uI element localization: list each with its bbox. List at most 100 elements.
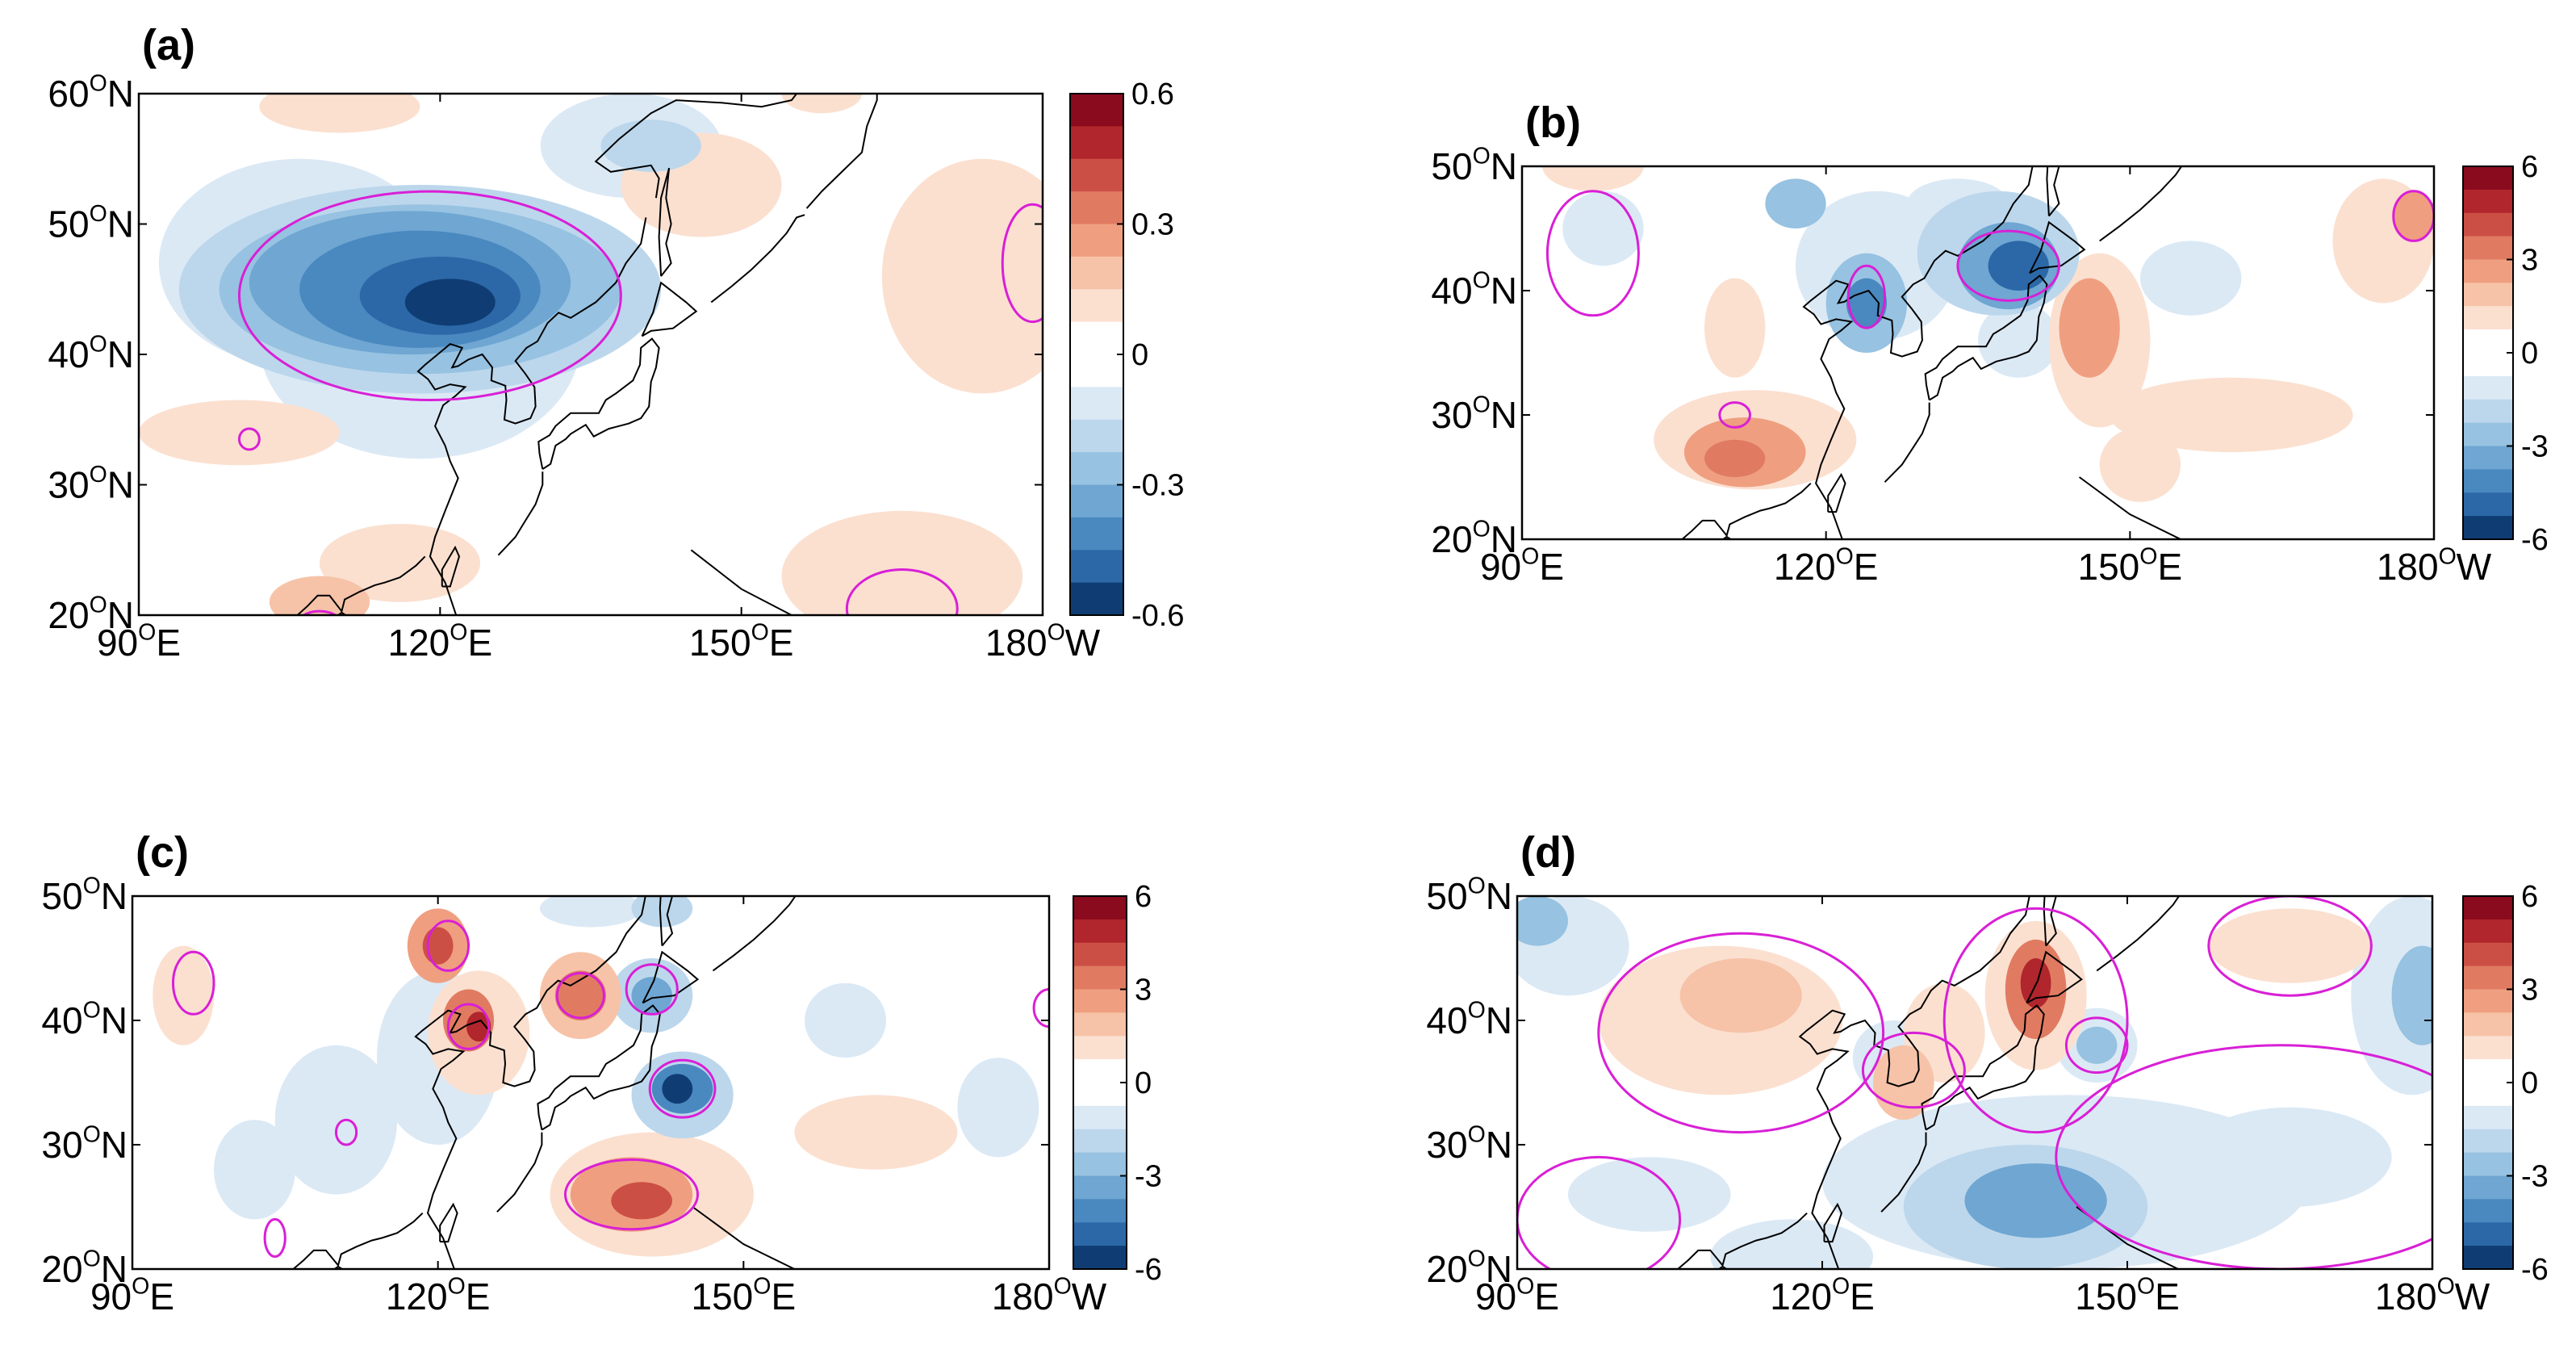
lon-tick-label: 150OE bbox=[2078, 544, 2183, 588]
colorbar-swatch bbox=[1070, 289, 1123, 323]
colorbar-swatch bbox=[2463, 212, 2513, 237]
lon-tick-label: 120OE bbox=[388, 620, 493, 664]
lat-tick-label: 40ON bbox=[48, 332, 134, 375]
colorbar-swatch bbox=[1073, 966, 1127, 991]
lon-tick-label: 120OE bbox=[1770, 1274, 1875, 1317]
negative-anomaly-shade bbox=[539, 896, 642, 928]
coastline-segment bbox=[658, 167, 672, 277]
negative-anomaly-shade bbox=[805, 982, 887, 1058]
significance-contour bbox=[302, 609, 337, 615]
positive-anomaly-shade bbox=[2059, 278, 2120, 378]
colorbar-swatch bbox=[2463, 1175, 2513, 1200]
colorbar-swatch bbox=[1073, 896, 1127, 920]
colorbar-swatch bbox=[2463, 422, 2513, 447]
map-frame bbox=[131, 894, 1051, 1271]
lat-tick-label: 50ON bbox=[1426, 873, 1512, 917]
coastline bbox=[296, 94, 878, 615]
lat-tick-label: 40ON bbox=[41, 998, 128, 1041]
colorbar-swatch bbox=[1073, 1083, 1127, 1107]
colorbar-swatch bbox=[2463, 399, 2513, 424]
colorbar-swatch bbox=[1073, 1059, 1127, 1083]
colorbar-swatch bbox=[1070, 550, 1123, 584]
significance-contour bbox=[1942, 907, 2129, 1134]
colorbar-tick-label: -0.6 bbox=[1131, 599, 1184, 633]
colorbar-swatch bbox=[2463, 283, 2513, 307]
coastline-segment bbox=[2096, 896, 2181, 972]
colorbar-tick-label: 6 bbox=[1135, 880, 1152, 914]
colorbar-swatch bbox=[2463, 469, 2513, 493]
positive-anomaly-shade bbox=[466, 1012, 491, 1042]
lon-tick-label: 150OE bbox=[2075, 1274, 2180, 1317]
colorbar-swatch bbox=[1070, 484, 1123, 518]
colorbar-swatch bbox=[1073, 1129, 1127, 1154]
coastline-segment bbox=[439, 1202, 458, 1243]
map-frame bbox=[1520, 165, 2436, 541]
coastline-segment bbox=[1827, 472, 1846, 513]
negative-anomaly-shade bbox=[274, 1045, 398, 1195]
coastline-segment bbox=[441, 545, 461, 588]
lat-tick-label: 30ON bbox=[41, 1122, 128, 1166]
colorbar-swatch bbox=[2463, 306, 2513, 330]
colorbar-swatch bbox=[1073, 1105, 1127, 1130]
colorbar-swatch bbox=[1070, 256, 1123, 290]
colorbar-swatch bbox=[1070, 126, 1123, 160]
colorbar-swatch bbox=[2463, 329, 2513, 354]
significance-contour bbox=[237, 190, 622, 402]
colorbar-swatch bbox=[2463, 516, 2513, 540]
coastline-segment bbox=[1717, 1265, 1729, 1269]
positive-anomaly-shade bbox=[881, 158, 1043, 394]
map-frame bbox=[1516, 894, 2434, 1271]
lon-tick-label: 180OW bbox=[992, 1274, 1107, 1317]
colorbar-swatch bbox=[2463, 1199, 2513, 1223]
lat-tick-label: 30ON bbox=[1431, 392, 1517, 436]
colorbar-swatch bbox=[1073, 1152, 1127, 1177]
colorbar-tick-label: 3 bbox=[2521, 974, 2538, 1007]
significance-contour bbox=[648, 1058, 717, 1119]
colorbar: 6 3 0 -3 -6 bbox=[1073, 880, 1162, 1287]
coastline-segment bbox=[712, 896, 797, 972]
coastline-segment bbox=[537, 337, 660, 470]
lon-tick-label: 90OE bbox=[97, 620, 181, 664]
panel-label: (c) bbox=[136, 828, 189, 877]
significance-contour bbox=[2064, 1016, 2129, 1074]
positive-anomaly-shade bbox=[554, 970, 606, 1020]
coastline-segment bbox=[414, 896, 646, 1269]
coastline-segment bbox=[1924, 274, 2048, 401]
significance-contour bbox=[2055, 1044, 2432, 1269]
positive-anomaly-shade bbox=[1704, 278, 1766, 378]
colorbar-swatch bbox=[1070, 452, 1123, 486]
coastline-segment bbox=[2026, 950, 2083, 1004]
lat-tick-label: 40ON bbox=[1431, 268, 1517, 312]
colorbar-swatch bbox=[1070, 224, 1123, 258]
colorbar-swatch bbox=[2463, 966, 2513, 991]
coastline-segment bbox=[596, 760, 809, 872]
colorbar-swatch bbox=[2463, 375, 2513, 400]
colorbar-swatch bbox=[2463, 1129, 2513, 1154]
coastline-segment bbox=[2043, 896, 2057, 947]
lat-tick-label: 30ON bbox=[1426, 1122, 1512, 1166]
colorbar-tick-label: -6 bbox=[2521, 1253, 2549, 1287]
coastline-segment bbox=[337, 611, 348, 615]
positive-anomaly-shade bbox=[611, 1182, 672, 1220]
colorbar: 0.6 0.3 0 -0.3 -0.6 bbox=[1069, 77, 1184, 633]
colorbar-swatch bbox=[2463, 1152, 2513, 1177]
colorbar-tick-label: -6 bbox=[1135, 1253, 1162, 1287]
positive-anomaly-shade bbox=[1873, 1045, 1934, 1121]
anomaly-field bbox=[139, 94, 1043, 615]
colorbar-tick-label: -3 bbox=[1135, 1160, 1162, 1194]
lat-tick-label: 20ON bbox=[1431, 517, 1517, 560]
colorbar-tick-label: 3 bbox=[1135, 974, 1152, 1007]
positive-anomaly-shade bbox=[269, 576, 370, 615]
significance-contour bbox=[237, 427, 261, 451]
coastline-segment bbox=[641, 281, 698, 337]
significance-contours bbox=[1545, 190, 2434, 429]
colorbar-swatch bbox=[1070, 191, 1123, 225]
significance-contour bbox=[625, 963, 679, 1016]
coastline-segment bbox=[1884, 402, 1930, 483]
colorbar-swatch bbox=[2463, 1036, 2513, 1060]
colorbar-swatch bbox=[1073, 942, 1127, 967]
lat-tick-label: 20ON bbox=[48, 593, 134, 636]
significance-contour bbox=[446, 1003, 491, 1050]
